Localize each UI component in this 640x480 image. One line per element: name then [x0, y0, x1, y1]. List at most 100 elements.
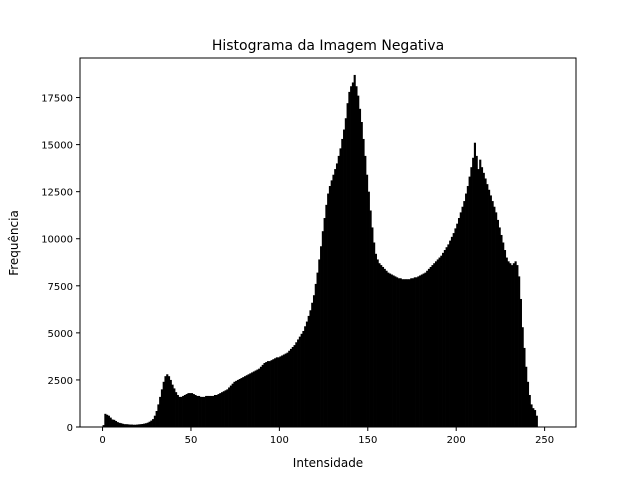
histogram-bar — [109, 417, 112, 427]
histogram-bar — [371, 227, 374, 427]
histogram-bar — [429, 266, 432, 427]
histogram-bar — [452, 233, 455, 427]
histogram-bar — [406, 279, 409, 427]
histogram-bar — [268, 361, 271, 427]
x-axis-ticks: 0 50 100 150 200 250 — [99, 427, 554, 446]
histogram-bar — [470, 167, 473, 427]
histogram-bar — [413, 277, 416, 427]
histogram-bar — [320, 246, 323, 427]
histogram-bar — [228, 387, 231, 427]
histogram-bar — [189, 393, 192, 427]
histogram-bar — [532, 408, 535, 427]
histogram-bar — [295, 342, 298, 427]
histogram-bar — [404, 279, 408, 427]
histogram-bar — [203, 396, 206, 427]
histogram-bar — [525, 366, 528, 427]
histogram-bar — [284, 353, 287, 427]
histogram-bar — [120, 423, 123, 427]
histogram-bar — [433, 263, 436, 427]
histogram-bar — [300, 333, 303, 427]
histogram-bar — [297, 339, 300, 427]
histogram-bar — [266, 361, 270, 427]
histogram-bar — [355, 86, 358, 428]
histogram-bar — [484, 178, 487, 427]
histogram-bar — [314, 283, 317, 427]
histogram-bar — [364, 155, 367, 427]
histogram-bar — [442, 252, 445, 427]
histogram-bar — [249, 373, 252, 427]
histogram-bars — [102, 74, 538, 428]
histogram-bar — [208, 395, 211, 427]
histogram-bar — [491, 201, 494, 427]
histogram-bar — [219, 393, 222, 427]
x-tick-label: 150 — [358, 435, 377, 446]
histogram-bar — [180, 396, 183, 427]
histogram-bar — [427, 268, 431, 427]
histogram-bar — [316, 272, 319, 427]
histogram-bar — [332, 174, 335, 427]
histogram-bar — [456, 223, 459, 427]
x-tick-label: 250 — [535, 435, 554, 446]
histogram-bar — [346, 103, 349, 428]
histogram-bar — [528, 394, 531, 427]
histogram-bar — [468, 176, 471, 427]
histogram-bar — [162, 381, 165, 427]
histogram-bar — [495, 212, 498, 427]
histogram-bar — [339, 148, 342, 427]
histogram-bar — [242, 377, 245, 427]
histogram-bar — [224, 390, 227, 427]
histogram-bar — [383, 268, 386, 427]
histogram-bar — [178, 396, 181, 427]
histogram-bar — [245, 375, 248, 427]
histogram-bar — [535, 415, 538, 427]
histogram-bar — [351, 82, 354, 427]
histogram-bar — [279, 356, 282, 427]
histogram-bar — [449, 240, 452, 427]
histogram-bar — [438, 257, 441, 427]
histogram-bar — [157, 404, 160, 427]
histogram-bar — [473, 142, 476, 427]
histogram-bar — [516, 265, 519, 427]
histogram-bar — [374, 253, 377, 427]
histogram-bar — [141, 423, 144, 427]
histogram-bar — [114, 420, 118, 427]
histogram-bar — [521, 327, 524, 427]
histogram-bar — [281, 355, 284, 427]
histogram-bar — [298, 336, 301, 427]
histogram-bar — [107, 415, 110, 427]
histogram-bar — [194, 394, 197, 427]
y-tick-label: 12500 — [41, 188, 73, 199]
histogram-bar — [235, 380, 238, 428]
y-tick-label: 0 — [67, 423, 73, 434]
histogram-bar — [343, 129, 346, 428]
histogram-bar — [530, 404, 533, 427]
histogram-bar — [454, 228, 457, 427]
histogram-bar — [330, 180, 333, 427]
chart-title: Histograma da Imagem Negativa — [212, 38, 444, 54]
histogram-bar — [201, 396, 204, 427]
histogram-bar — [270, 360, 273, 427]
histogram-bar — [199, 396, 202, 427]
histogram-bar — [302, 330, 305, 427]
histogram-bar — [106, 414, 109, 427]
histogram-bar — [417, 276, 420, 427]
y-tick-label: 15000 — [41, 141, 73, 152]
histogram-bar — [104, 413, 107, 427]
histogram-bar — [148, 421, 151, 427]
histogram-bar — [102, 425, 105, 427]
histogram-bar — [489, 195, 492, 427]
histogram-bar — [233, 381, 236, 427]
histogram-bar — [519, 298, 522, 427]
histogram-bar — [123, 424, 126, 427]
histogram-bar — [461, 206, 464, 427]
histogram-bar — [293, 345, 296, 427]
histogram-bar — [160, 389, 164, 427]
histogram-bar — [503, 250, 507, 427]
histogram-bar — [472, 157, 475, 427]
histogram-bar — [424, 272, 427, 427]
histogram-bar — [378, 263, 381, 427]
histogram-bar — [350, 86, 353, 428]
histogram-bar — [176, 394, 179, 427]
histogram-bar — [146, 422, 149, 427]
